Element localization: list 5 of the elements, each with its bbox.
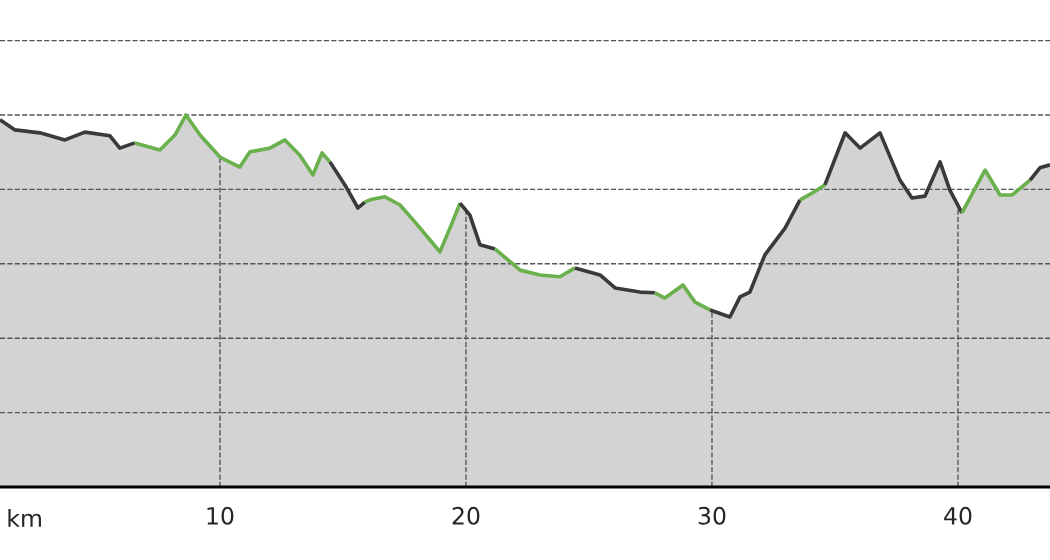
x-tick-label: 20 — [452, 506, 480, 525]
x-tick-label: 40 — [944, 506, 972, 525]
x-axis-title: km — [8, 508, 41, 527]
x-tick-label: 30 — [698, 506, 726, 525]
x-tick-label: 10 — [207, 506, 234, 525]
